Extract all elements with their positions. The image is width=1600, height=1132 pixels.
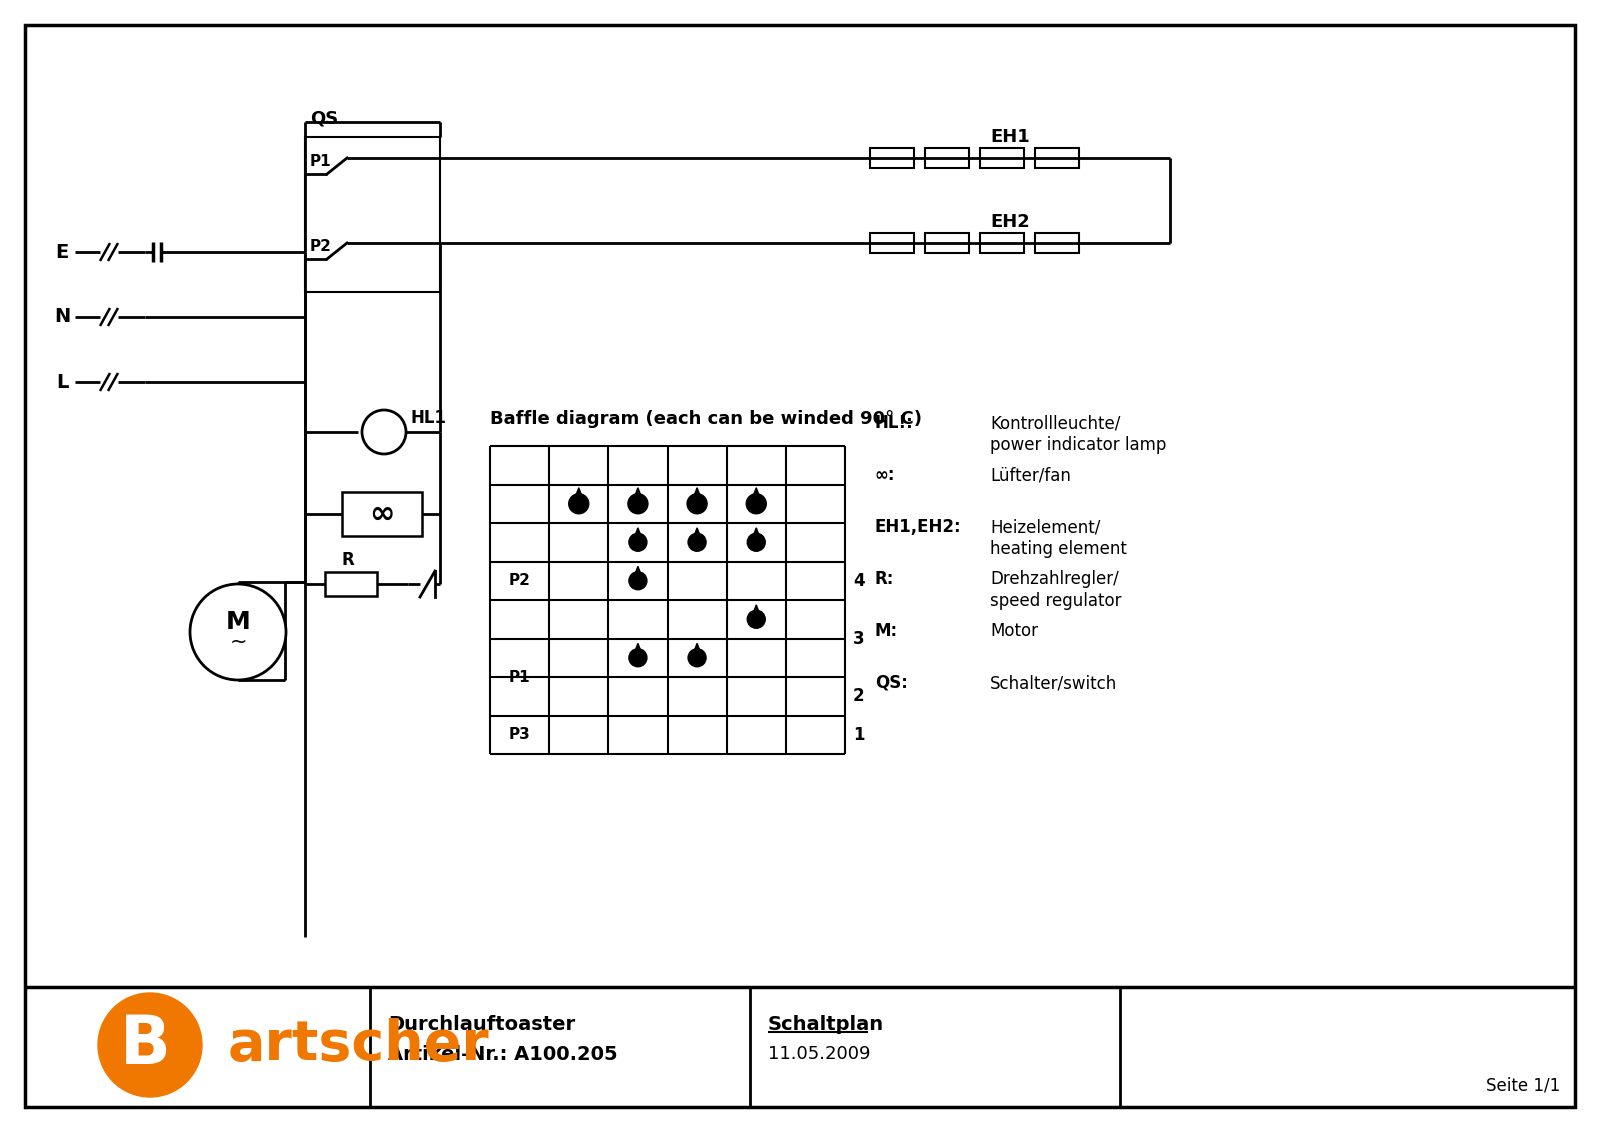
Text: E: E xyxy=(56,242,69,261)
Bar xyxy=(979,233,1024,252)
Polygon shape xyxy=(750,488,762,504)
Bar xyxy=(325,572,378,597)
Text: Kontrollleuchte/: Kontrollleuchte/ xyxy=(990,414,1120,432)
Bar xyxy=(306,137,440,292)
Polygon shape xyxy=(750,604,762,619)
Circle shape xyxy=(190,584,286,680)
Circle shape xyxy=(686,494,707,514)
Bar xyxy=(870,233,914,252)
Text: P2: P2 xyxy=(310,239,331,254)
Circle shape xyxy=(629,649,646,667)
Text: 1: 1 xyxy=(853,726,864,744)
Circle shape xyxy=(688,649,706,667)
Text: ∞:: ∞: xyxy=(875,466,896,484)
Bar xyxy=(342,492,422,535)
Text: N: N xyxy=(54,308,70,326)
Text: Artikel-Nr.: A100.205: Artikel-Nr.: A100.205 xyxy=(387,1045,618,1063)
Text: P1: P1 xyxy=(509,669,530,685)
Bar xyxy=(925,148,970,168)
Text: B: B xyxy=(120,1012,170,1078)
Text: 11.05.2009: 11.05.2009 xyxy=(768,1045,870,1063)
Polygon shape xyxy=(691,643,702,658)
Text: P3: P3 xyxy=(509,727,531,743)
Circle shape xyxy=(747,610,765,628)
Bar xyxy=(979,148,1024,168)
Circle shape xyxy=(629,533,646,551)
Text: M:: M: xyxy=(875,621,898,640)
Text: QS:: QS: xyxy=(875,674,907,692)
Text: Durchlauftoaster: Durchlauftoaster xyxy=(387,1015,574,1035)
Circle shape xyxy=(629,572,646,590)
Text: artscher: artscher xyxy=(229,1018,490,1072)
Text: 2: 2 xyxy=(853,687,864,705)
Text: HL!:: HL!: xyxy=(875,414,914,432)
Bar xyxy=(1035,233,1078,252)
Polygon shape xyxy=(691,488,702,504)
Polygon shape xyxy=(632,528,643,542)
Text: Drehzahlregler/: Drehzahlregler/ xyxy=(990,571,1118,588)
Text: power indicator lamp: power indicator lamp xyxy=(990,436,1166,454)
Text: Motor: Motor xyxy=(990,621,1038,640)
Circle shape xyxy=(98,993,202,1097)
Text: 4: 4 xyxy=(853,572,864,590)
Text: Schalter/switch: Schalter/switch xyxy=(990,674,1117,692)
Bar xyxy=(1035,148,1078,168)
Text: R: R xyxy=(342,551,354,569)
Text: L: L xyxy=(56,372,69,392)
Text: EH2: EH2 xyxy=(990,213,1030,231)
Text: HL1: HL1 xyxy=(410,409,446,427)
Bar xyxy=(925,233,970,252)
Text: 3: 3 xyxy=(853,629,864,648)
Text: P1: P1 xyxy=(310,154,331,169)
Text: Seite 1/1: Seite 1/1 xyxy=(1486,1077,1560,1094)
Polygon shape xyxy=(691,528,702,542)
Text: Heizelement/: Heizelement/ xyxy=(990,518,1101,535)
Circle shape xyxy=(688,533,706,551)
Circle shape xyxy=(568,494,589,514)
Text: Baffle diagram (each can be winded 90° C): Baffle diagram (each can be winded 90° C… xyxy=(490,410,922,428)
Text: Schaltplan: Schaltplan xyxy=(768,1015,885,1035)
Circle shape xyxy=(627,494,648,514)
Text: heating element: heating element xyxy=(990,540,1126,558)
Text: ~: ~ xyxy=(229,632,246,652)
Polygon shape xyxy=(632,488,643,504)
Circle shape xyxy=(747,533,765,551)
Text: Lüfter/fan: Lüfter/fan xyxy=(990,466,1070,484)
Polygon shape xyxy=(750,528,762,542)
Text: EH1: EH1 xyxy=(990,128,1030,146)
Text: R:: R: xyxy=(875,571,894,588)
Circle shape xyxy=(362,410,406,454)
Text: QS: QS xyxy=(310,109,338,127)
Text: M: M xyxy=(226,610,250,634)
Text: EH1,EH2:: EH1,EH2: xyxy=(875,518,962,535)
Polygon shape xyxy=(632,643,643,658)
Text: speed regulator: speed regulator xyxy=(990,592,1122,610)
Circle shape xyxy=(746,494,766,514)
Text: P2: P2 xyxy=(509,573,531,589)
Bar xyxy=(870,148,914,168)
Polygon shape xyxy=(573,488,584,504)
Polygon shape xyxy=(632,566,643,581)
Text: ∞: ∞ xyxy=(370,499,395,529)
